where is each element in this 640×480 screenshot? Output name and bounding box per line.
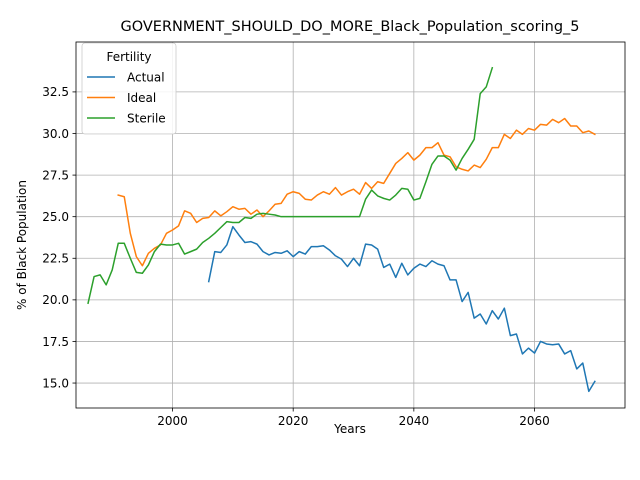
x-tick-label: 2040 bbox=[399, 414, 430, 428]
grid-lines bbox=[76, 42, 625, 408]
y-axis-label: % of Black Population bbox=[15, 180, 29, 310]
legend-box bbox=[81, 42, 177, 135]
legend-label-actual: Actual bbox=[127, 70, 165, 84]
x-axis-label: Years bbox=[333, 422, 366, 436]
y-tick-label: 30.0 bbox=[42, 127, 69, 141]
series-line-actual bbox=[207, 225, 596, 393]
chart-title: GOVERNMENT_SHOULD_DO_MORE_Black_Populati… bbox=[120, 19, 579, 35]
axis-ticks: 2000 2020 2040 2060 15.0 17.5 20.0 22.5 25.0 27.5… bbox=[42, 85, 549, 428]
y-tick-label: 27.5 bbox=[42, 168, 69, 182]
y-tick-label: 20.0 bbox=[42, 293, 69, 307]
y-tick-label: 17.5 bbox=[42, 335, 69, 349]
y-tick-label: 22.5 bbox=[42, 252, 69, 266]
y-tick-label: 25.0 bbox=[42, 210, 69, 224]
x-tick-label: 2060 bbox=[519, 414, 550, 428]
y-tick-label: 32.5 bbox=[42, 85, 69, 99]
series-line-ideal bbox=[117, 117, 596, 267]
y-tick-label: 15.0 bbox=[42, 376, 69, 390]
legend-label-ideal: Ideal bbox=[127, 91, 156, 105]
series-line-sterile bbox=[87, 66, 494, 305]
legend-label-sterile: Sterile bbox=[127, 111, 166, 125]
x-tick-label: 2020 bbox=[278, 414, 309, 428]
x-tick-label: 2000 bbox=[157, 414, 188, 428]
legend-items: Actual Ideal Sterile bbox=[87, 70, 166, 125]
legend: Fertility Actual Ideal Sterile bbox=[81, 42, 177, 135]
series-lines bbox=[87, 66, 596, 393]
legend-title: Fertility bbox=[106, 50, 151, 64]
plot-frame bbox=[75, 41, 626, 409]
